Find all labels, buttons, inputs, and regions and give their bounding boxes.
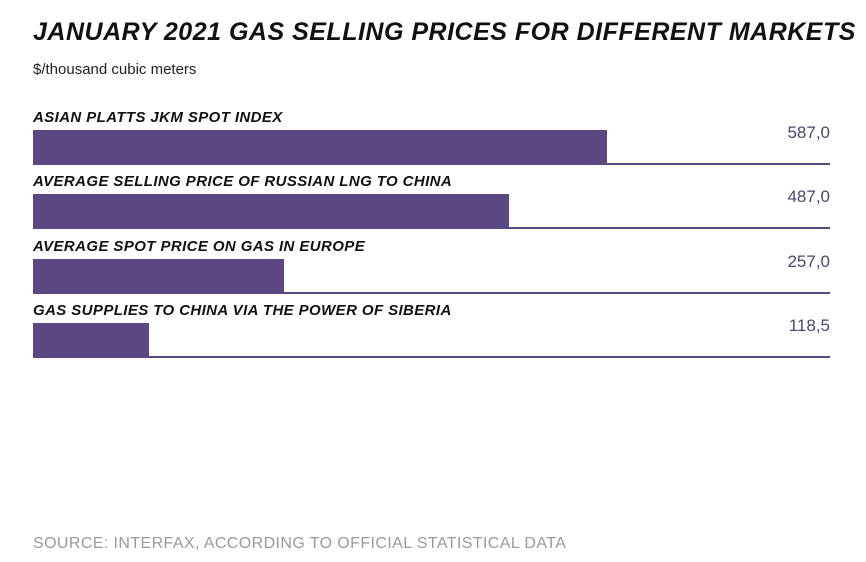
category-label: AVERAGE SELLING PRICE OF RUSSIAN LNG TO … <box>33 173 453 190</box>
bar <box>33 323 149 356</box>
category-label: ASIAN PLATTS JKM SPOT INDEX <box>33 109 283 126</box>
bar-row: ASIAN PLATTS JKM SPOT INDEX 587,0 <box>33 109 830 169</box>
bar-track <box>33 130 830 165</box>
source-note: SOURCE: INTERFAX, ACCORDING TO OFFICIAL … <box>33 535 567 552</box>
value-label: 118,5 <box>788 316 830 335</box>
bar-track <box>33 323 830 358</box>
bar-row: AVERAGE SPOT PRICE ON GAS IN EUROPE 257,… <box>33 238 830 298</box>
category-label: AVERAGE SPOT PRICE ON GAS IN EUROPE <box>33 238 366 255</box>
bar-track <box>33 194 830 229</box>
value-label: 487,0 <box>787 187 830 206</box>
bar <box>33 259 285 292</box>
bar-track <box>33 259 830 294</box>
value-label: 257,0 <box>787 252 830 271</box>
bar <box>33 130 608 163</box>
category-label: GAS SUPPLIES TO CHINA VIA THE POWER OF S… <box>33 302 452 319</box>
bar <box>33 194 510 227</box>
chart-subtitle: $/thousand cubic meters <box>33 61 197 78</box>
value-label: 587,0 <box>787 123 830 142</box>
bar-row: GAS SUPPLIES TO CHINA VIA THE POWER OF S… <box>33 302 830 362</box>
bar-row: AVERAGE SELLING PRICE OF RUSSIAN LNG TO … <box>33 173 830 233</box>
chart-title: JANUARY 2021 GAS SELLING PRICES FOR DIFF… <box>33 18 856 46</box>
